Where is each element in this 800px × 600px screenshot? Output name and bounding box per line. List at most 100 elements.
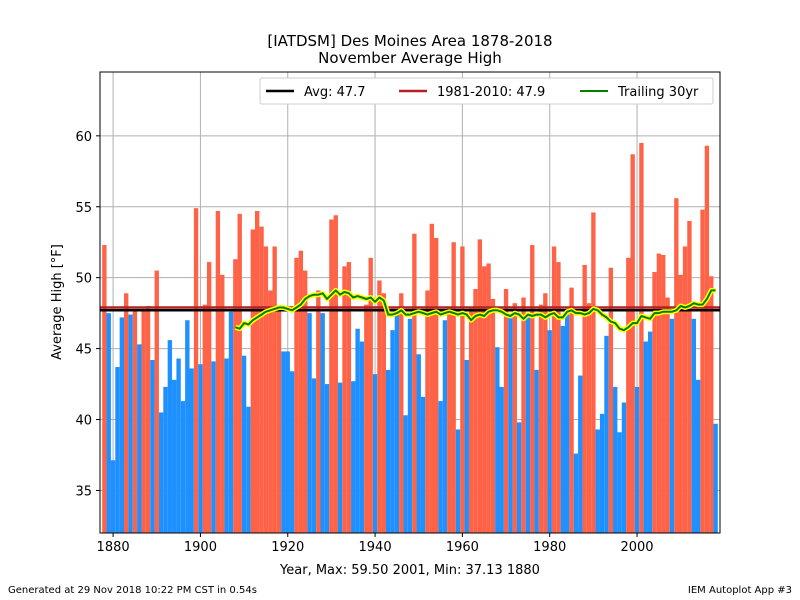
footer-app-text: IEM Autoplot App #3 [687,585,792,596]
bar [342,266,347,533]
bar [228,311,234,533]
bar [241,355,247,533]
bar [604,335,609,533]
y-tick-label: 35 [75,484,92,499]
bar [678,274,683,533]
bar [399,293,404,533]
bar [172,379,177,533]
x-axis-label: Year, Max: 59.50 2001, Min: 37.13 1880 [279,563,540,578]
bar [346,262,352,533]
plot-frame [99,71,721,534]
bar [137,344,142,533]
bar [198,364,203,533]
bar [263,246,269,533]
bar [486,263,491,533]
bar [499,386,504,533]
bar [394,313,400,533]
bar [543,293,548,533]
bar [530,245,535,533]
bar [390,330,395,533]
bar [626,257,631,533]
footer-generated-text: Generated at 29 Nov 2018 10:22 PM CST in… [8,585,257,596]
bar [176,358,181,533]
y-tick-label: 50 [75,272,92,287]
bar [599,413,605,533]
bar [477,239,483,533]
bar [294,257,299,533]
bar [438,401,443,533]
bar [128,314,133,533]
bar [495,347,500,533]
bar [110,460,116,533]
bar [167,340,173,533]
bar [647,331,653,533]
bar [425,290,430,533]
bar [154,270,159,533]
bar [434,237,439,533]
bar [464,359,469,533]
bar [429,223,435,533]
bar [329,219,334,533]
bar [132,308,138,533]
bar [211,361,216,533]
bar [145,306,151,533]
bar [141,308,146,533]
bar [556,262,561,533]
bar [669,318,675,533]
bar [115,367,120,533]
bar [512,303,517,533]
x-tick-label: 1980 [533,540,566,555]
bar [565,314,570,533]
bar [381,293,386,533]
bar [695,379,701,533]
bar [276,308,282,533]
bar [573,453,579,533]
bar [246,406,251,533]
bar [255,211,260,533]
bar [303,270,308,533]
bar [364,304,369,533]
bar [163,386,168,533]
bar [180,401,186,533]
bar [355,328,360,533]
bar [560,325,565,533]
chart-subtitle: November Average High [318,49,502,67]
bar [578,375,583,533]
y-axis-label: Average High [°F] [50,244,65,360]
bar [420,396,426,533]
bar [656,253,662,533]
bar [586,303,592,533]
bar [333,215,338,533]
bar [643,341,648,533]
bar [189,368,194,533]
bar [547,330,552,533]
y-axis-ticks: 35 40 45 50 55 60 [75,130,100,499]
bar [661,254,666,533]
bar [617,432,622,533]
bar [250,229,255,533]
y-tick-label: 55 [75,201,92,216]
legend-box [259,77,714,105]
bar [674,198,679,533]
bar [285,351,290,533]
bar [150,359,155,533]
bar [665,297,670,533]
bar [106,313,111,533]
bar [691,318,696,533]
bar [185,320,190,533]
bar [569,287,574,533]
bar [158,412,164,533]
bar [385,369,391,533]
bar [220,274,225,533]
bar [351,381,356,533]
bar [473,289,478,533]
bar [709,276,714,533]
bar [490,298,496,533]
bar [316,290,321,533]
bar [202,304,207,533]
y-tick-label: 45 [75,343,92,358]
bar-series [102,142,718,533]
bar [613,386,618,533]
bar [621,402,627,533]
bar [298,250,304,533]
